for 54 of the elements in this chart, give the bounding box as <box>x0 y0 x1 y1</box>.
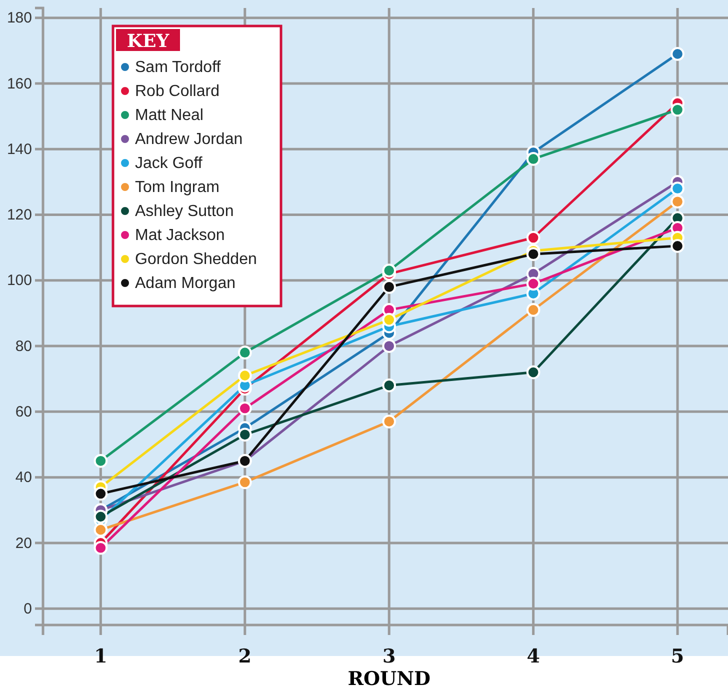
x-tick-label: 2 <box>238 646 252 668</box>
point <box>670 194 684 209</box>
y-tick-label: 160 <box>6 75 32 92</box>
y-tick-label: 80 <box>15 338 32 355</box>
legend-label: Jack Goff <box>135 155 203 172</box>
x-tick-label: 1 <box>94 646 108 668</box>
point <box>670 239 684 253</box>
point <box>526 230 540 245</box>
legend-label: Gordon Shedden <box>135 251 257 268</box>
point <box>238 346 252 360</box>
point <box>526 276 540 291</box>
legend-label: Andrew Jordan <box>135 131 243 148</box>
x-tick-label: 5 <box>670 646 684 668</box>
point <box>238 368 252 382</box>
point <box>238 428 252 442</box>
point <box>94 540 108 555</box>
point <box>94 486 108 501</box>
y-tick-label: 0 <box>24 600 32 618</box>
y-tick-label: 40 <box>15 469 32 486</box>
point <box>670 47 684 61</box>
point <box>382 414 396 428</box>
point <box>382 264 396 278</box>
point <box>238 401 252 416</box>
y-tick-label: 100 <box>6 272 32 290</box>
legend-label: Adam Morgan <box>135 275 236 292</box>
y-tick-label: 20 <box>15 534 32 552</box>
point <box>526 152 540 166</box>
legend-label: Sam Tordoff <box>135 59 222 76</box>
y-tick-label: 120 <box>6 206 32 224</box>
point <box>670 182 684 196</box>
point <box>382 280 396 294</box>
y-tick-label: 140 <box>6 140 32 158</box>
point <box>94 522 108 537</box>
x-tick-label: 3 <box>382 646 396 668</box>
legend-label: Ashley Sutton <box>135 203 234 220</box>
point <box>526 365 540 380</box>
point <box>94 510 108 524</box>
x-axis-title: ROUND <box>348 668 430 690</box>
point <box>670 102 684 117</box>
x-tick-label: 4 <box>526 646 540 668</box>
point <box>382 378 396 392</box>
point <box>94 454 108 468</box>
legend-label: Matt Neal <box>135 107 204 124</box>
y-tick-label: 60 <box>15 403 32 420</box>
point <box>238 475 252 490</box>
legend-label: Mat Jackson <box>135 227 225 244</box>
point <box>526 303 540 317</box>
legend-title: KEY <box>126 31 170 52</box>
y-tick-label: 180 <box>6 10 32 27</box>
point <box>382 312 396 327</box>
point <box>382 339 396 353</box>
point <box>526 247 540 262</box>
legend-label: Rob Collard <box>135 83 220 100</box>
legend-label: Tom Ingram <box>135 179 220 196</box>
